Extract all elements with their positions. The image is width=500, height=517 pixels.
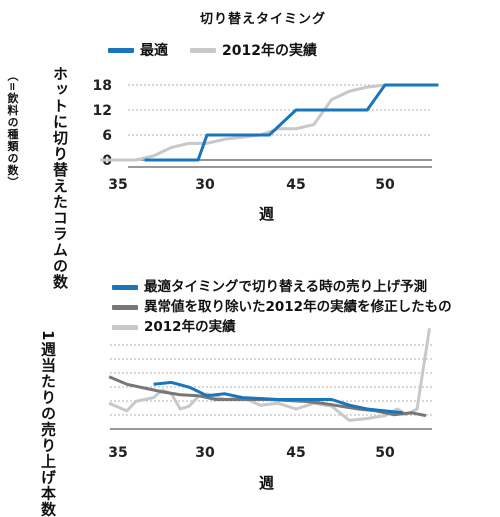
chart1-title: 切り替えタイミング — [200, 12, 327, 27]
chart2-xtick-label: 30 — [195, 445, 215, 461]
legend2-swatch-2012 — [112, 324, 138, 330]
chart2-xtick-label: 45 — [286, 445, 305, 461]
chart1-ylabel: ホットに切り替えたコラムの数 — [51, 66, 69, 290]
chart1-legend: 最適 2012年の実績 — [108, 40, 317, 60]
chart1-xtick-label: 35 — [108, 177, 127, 193]
chart1-xtick-label: 50 — [375, 177, 395, 193]
chart1-series-2012 — [100, 83, 439, 162]
legend2-swatch-forecast — [112, 284, 138, 290]
legend-swatch-2012 — [190, 47, 216, 53]
legend2-item-2012: 2012年の実績 — [112, 317, 452, 337]
legend2-label-adjusted: 異常値を取り除いた2012年の実績を修正したもの — [144, 299, 452, 315]
legend2-item-adjusted: 異常値を取り除いた2012年の実績を修正したもの — [112, 297, 452, 317]
chart1-series-optimal — [144, 83, 439, 162]
legend2-label-forecast: 最適タイミングで切り替える時の売り上げ予測 — [144, 279, 428, 295]
chart1-xtick-label: 30 — [195, 177, 215, 193]
legend-label-optimal: 最適 — [140, 43, 168, 59]
chart1-ytick-label: 18 — [93, 78, 112, 94]
chart2-series-2012 — [108, 328, 431, 422]
legend2-label-2012: 2012年の実績 — [144, 319, 236, 335]
chart2-legend: 最適タイミングで切り替える時の売り上げ予測 異常値を取り除いた2012年の実績を… — [112, 277, 452, 337]
chart1-ylabel-note: （=飲料の種類の数） — [6, 70, 19, 189]
chart2-xlabel: 週 — [259, 474, 275, 492]
legend-item-optimal: 最適 — [108, 40, 168, 60]
legend2-item-forecast: 最適タイミングで切り替える時の売り上げ予測 — [112, 277, 452, 297]
legend2-swatch-adjusted — [112, 304, 138, 310]
legend-item-2012: 2012年の実績 — [190, 40, 317, 60]
legend-label-2012: 2012年の実績 — [222, 43, 317, 59]
chart2-xtick-label: 50 — [375, 445, 395, 461]
chart2-xtick-label: 35 — [108, 445, 127, 461]
chart1-xlabel: 週 — [259, 205, 275, 223]
legend-swatch-optimal — [108, 47, 134, 53]
chart2-plot: 35 30 45 50 — [108, 328, 432, 461]
chart1-ytick-label: 12 — [93, 103, 112, 119]
chart2-series-forecast — [153, 380, 403, 415]
chart1-ytick-label: 6 — [102, 128, 112, 144]
chart1-xtick-label: 45 — [286, 177, 305, 193]
